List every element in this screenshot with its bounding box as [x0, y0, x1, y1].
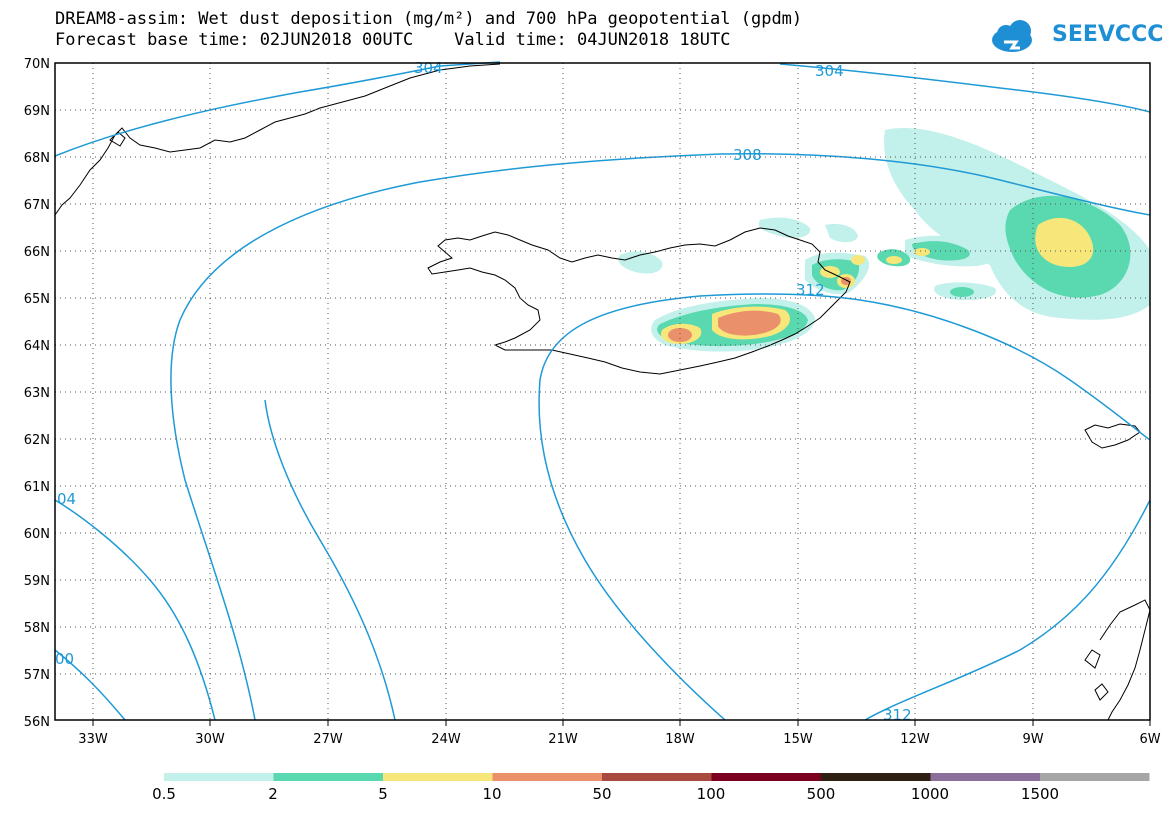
legend-swatch	[711, 773, 821, 781]
map-title-line-2: Forecast base time: 02JUN2018 00UTC Vali…	[55, 30, 731, 50]
legend-label: 1000	[910, 785, 950, 803]
lon-label: 6W	[1139, 732, 1160, 747]
lon-label: 18W	[665, 732, 695, 747]
lon-label: 15W	[783, 732, 813, 747]
lon-label: 30W	[195, 732, 225, 747]
legend-color-bar	[164, 773, 1150, 781]
map-title-line-1: DREAM8-assim: Wet dust deposition (mg/m²…	[55, 9, 803, 29]
legend-label: 1500	[1020, 785, 1060, 803]
seevccc-logo	[992, 20, 1032, 52]
lat-label: 68N	[24, 151, 50, 166]
contour-label: 304	[815, 62, 844, 80]
lat-label: 66N	[24, 245, 50, 260]
legend-label: 10	[482, 785, 502, 803]
lat-label: 56N	[24, 715, 50, 730]
longitude-labels: 33W 30W 27W 24W 21W 18W 15W 12W 9W 6W	[78, 732, 1160, 747]
contour-label: 00	[55, 650, 74, 668]
lon-label: 21W	[548, 732, 578, 747]
legend-label: 50	[592, 785, 612, 803]
lat-label: 58N	[24, 621, 50, 636]
legend-label: 500	[806, 785, 836, 803]
legend-swatch	[930, 773, 1040, 781]
contour-label: 312	[796, 281, 825, 299]
lat-label: 60N	[24, 527, 50, 542]
lat-label: 57N	[24, 668, 50, 683]
legend-label: 2	[268, 785, 278, 803]
lat-label: 64N	[24, 339, 50, 354]
legend-swatch	[821, 773, 931, 781]
lon-label: 27W	[313, 732, 343, 747]
map-frame	[54, 62, 1151, 721]
contour-labels: 304 304 308 312 312 04 00	[55, 59, 912, 724]
cloud-icon	[992, 20, 1032, 52]
lat-label: 61N	[24, 480, 50, 495]
legend-swatch	[1040, 773, 1150, 781]
logo-text: SEEVCCC	[1052, 22, 1164, 47]
legend-swatch	[602, 773, 712, 781]
legend-label: 0.5	[152, 785, 176, 803]
lat-label: 69N	[24, 104, 50, 119]
contour-label: 308	[733, 146, 762, 164]
lat-label: 65N	[24, 292, 50, 307]
legend-swatch	[383, 773, 493, 781]
dust-deposition-shading	[618, 128, 1150, 352]
axis-ticks	[92, 720, 1151, 726]
lon-label: 33W	[78, 732, 108, 747]
lat-label: 63N	[24, 386, 50, 401]
contour-label: 04	[57, 490, 76, 508]
lat-label: 67N	[24, 198, 50, 213]
lon-label: 9W	[1022, 732, 1043, 747]
legend-swatch	[273, 773, 383, 781]
contour-label: 312	[883, 706, 912, 724]
legend-label: 100	[696, 785, 726, 803]
contour-label: 304	[414, 59, 443, 77]
latitude-labels: 70N 69N 68N 67N 66N 65N 64N 63N 62N 61N …	[24, 57, 50, 730]
legend-label: 5	[378, 785, 388, 803]
lon-label: 24W	[431, 732, 461, 747]
lon-label: 12W	[900, 732, 930, 747]
legend-swatch	[492, 773, 602, 781]
legend-swatch	[164, 773, 274, 781]
lat-label: 70N	[24, 57, 50, 72]
lat-label: 59N	[24, 574, 50, 589]
lat-label: 62N	[24, 433, 50, 448]
